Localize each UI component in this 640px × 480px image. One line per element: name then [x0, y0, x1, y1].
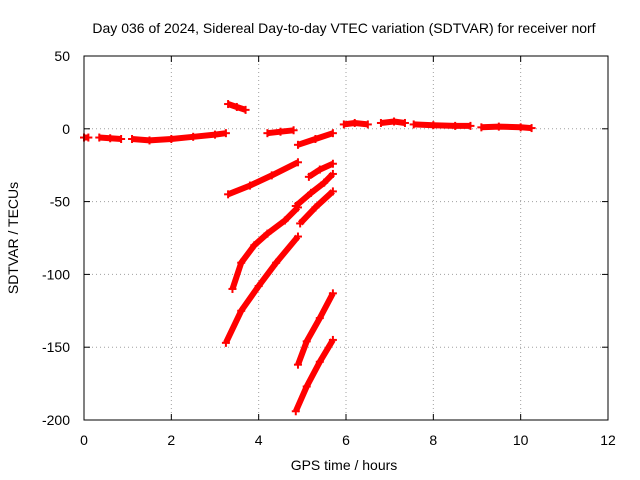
data-point — [84, 133, 93, 142]
satellite-arc-8 — [413, 121, 471, 129]
data-point — [376, 118, 385, 127]
satellite-arc-17 — [293, 338, 336, 413]
data-point — [106, 134, 115, 143]
data-point — [304, 172, 313, 181]
data-point — [302, 337, 311, 346]
data-point — [228, 284, 237, 293]
x-tick-label: 0 — [80, 432, 88, 448]
y-tick-label: 0 — [62, 121, 70, 137]
data-point — [315, 357, 324, 366]
data-marks — [80, 100, 536, 416]
x-tick-label: 8 — [429, 432, 437, 448]
data-point — [451, 121, 460, 130]
data-point — [320, 178, 329, 187]
data-point — [128, 134, 137, 143]
plot-frame — [83, 55, 609, 421]
data-point — [263, 129, 272, 138]
data-point — [211, 130, 219, 139]
grid-lines — [84, 56, 608, 420]
x-tick-label: 2 — [167, 432, 175, 448]
data-point — [328, 289, 337, 298]
data-point — [400, 118, 409, 127]
data-point — [293, 158, 302, 167]
data-point — [328, 169, 337, 178]
chart-title: Day 036 of 2024, Sidereal Day-to-day VTE… — [92, 20, 595, 36]
data-point — [289, 126, 298, 135]
data-point — [315, 165, 324, 174]
data-point — [254, 282, 263, 291]
satellite-arc-14 — [223, 234, 301, 345]
data-point — [237, 258, 246, 267]
data-point — [280, 216, 289, 225]
data-point — [494, 122, 503, 131]
data-point — [241, 105, 250, 114]
data-point — [221, 338, 230, 347]
data-point — [167, 134, 176, 143]
data-point — [276, 127, 285, 136]
y-tick-label: -200 — [42, 412, 70, 428]
data-point — [339, 120, 348, 129]
data-point — [272, 258, 281, 267]
data-point — [95, 133, 104, 142]
data-point — [221, 129, 230, 138]
data-point — [307, 188, 316, 197]
data-point — [328, 159, 337, 168]
data-point — [311, 134, 320, 143]
y-tick-labels: -200 -150 -100 -50 0 50 — [42, 48, 70, 428]
data-point — [293, 232, 302, 241]
y-tick-label: -150 — [42, 339, 70, 355]
data-point — [293, 140, 302, 149]
data-point — [429, 121, 438, 130]
y-axis-title: SDTVAR / TECUs — [5, 182, 21, 294]
data-point — [291, 201, 300, 210]
data-point — [250, 241, 259, 250]
data-point — [328, 335, 337, 344]
data-point — [350, 118, 359, 127]
x-tick-label: 10 — [513, 432, 529, 448]
data-point — [189, 132, 198, 141]
x-tick-label: 4 — [255, 432, 263, 448]
data-point — [145, 136, 154, 145]
satellite-arc-12 — [229, 205, 301, 290]
data-point — [516, 123, 525, 132]
data-point — [296, 219, 305, 228]
data-point — [409, 120, 418, 129]
x-tick-label: 12 — [600, 432, 616, 448]
y-tick-label: -100 — [42, 266, 70, 282]
data-point — [315, 314, 324, 323]
x-axis-title: GPS time / hours — [291, 457, 398, 473]
data-point — [390, 117, 399, 126]
data-point — [117, 134, 126, 143]
data-point — [311, 203, 320, 212]
axis-ticks — [83, 55, 609, 421]
data-point — [237, 306, 246, 315]
data-point — [293, 360, 302, 369]
data-point — [245, 181, 254, 190]
data-point — [291, 407, 300, 416]
y-tick-label: 50 — [54, 48, 70, 64]
data-point — [224, 100, 233, 109]
data-point — [466, 121, 475, 130]
y-tick-label: -50 — [50, 194, 70, 210]
data-point — [527, 124, 536, 133]
satellite-arc-16 — [295, 291, 336, 366]
data-point — [232, 102, 241, 111]
data-point — [224, 190, 233, 199]
data-point — [328, 187, 337, 196]
data-point — [477, 123, 486, 132]
data-point — [363, 120, 372, 129]
data-point — [302, 382, 311, 391]
data-point — [328, 129, 337, 138]
satellite-arc-9 — [481, 123, 532, 132]
satellite-arc-10 — [226, 159, 300, 198]
data-point — [263, 229, 272, 238]
satellite-arc-13 — [293, 171, 336, 209]
x-tick-label: 6 — [342, 432, 350, 448]
x-tick-labels: 0 2 4 6 8 10 12 — [80, 432, 616, 448]
data-point — [267, 171, 276, 180]
